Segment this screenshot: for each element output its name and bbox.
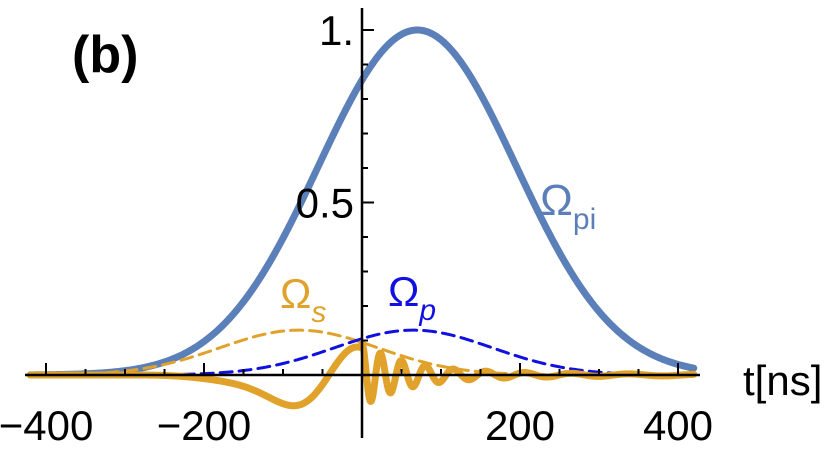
axes (25, 8, 700, 438)
series-label-omega-pi: Ωpi (540, 176, 596, 236)
y-tick-label: 0.5 (296, 180, 354, 227)
x-axis-title: t[ns] (743, 357, 822, 404)
panel-label: (b) (72, 26, 138, 84)
x-tick-label: 400 (643, 402, 713, 449)
labels: (b) t[ns] −400 −200 200 400 0.5 1. Ωpi Ωs Ωp (0, 7, 822, 449)
y-tick-label: 1. (319, 7, 354, 54)
series-label-omega-p: Ωp (388, 268, 436, 327)
series-label-omega-s: Ωs (280, 270, 326, 329)
x-tick-label: −200 (157, 402, 252, 449)
x-tick-label: −400 (0, 402, 93, 449)
x-tick-label: 200 (485, 402, 555, 449)
